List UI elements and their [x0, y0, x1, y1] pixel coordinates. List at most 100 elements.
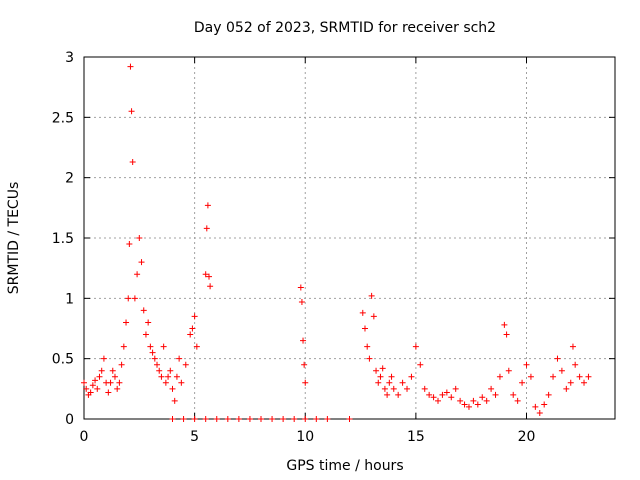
x-axis-label: GPS time / hours	[286, 458, 403, 474]
data-point	[178, 379, 185, 386]
data-point	[503, 331, 510, 338]
data-point	[470, 397, 477, 404]
data-point	[202, 271, 209, 278]
data-point	[189, 325, 196, 332]
y-axis-label: SRMTID / TECUs	[6, 182, 22, 295]
data-point	[377, 373, 384, 380]
data-point	[545, 391, 552, 398]
data-point	[129, 158, 136, 165]
data-point	[558, 367, 565, 374]
data-point	[381, 385, 388, 392]
data-point	[145, 319, 152, 326]
y-tick-label: 1	[65, 291, 74, 307]
data-point	[100, 355, 107, 362]
data-point	[131, 295, 138, 302]
data-point	[297, 284, 304, 291]
data-point	[465, 403, 472, 410]
data-point	[585, 373, 592, 380]
data-point	[81, 379, 87, 386]
data-point	[147, 343, 154, 350]
data-point	[384, 391, 391, 398]
data-point	[89, 382, 96, 389]
data-point	[116, 379, 123, 386]
data-point	[291, 416, 298, 422]
data-point	[426, 391, 433, 398]
data-point	[388, 373, 395, 380]
data-point	[567, 379, 574, 386]
data-point	[536, 409, 543, 416]
chart-title: Day 052 of 2023, SRMTID for receiver sch…	[194, 20, 496, 36]
data-point	[572, 361, 579, 368]
data-point	[399, 379, 406, 386]
data-point	[501, 321, 508, 328]
data-point	[180, 416, 187, 422]
data-point	[173, 373, 180, 380]
data-point	[505, 367, 512, 374]
data-point	[510, 391, 517, 398]
data-point	[126, 241, 133, 248]
data-point	[523, 361, 530, 368]
data-point	[395, 391, 402, 398]
y-tick-label: 2.5	[52, 110, 74, 126]
x-tick-label: 5	[190, 429, 199, 445]
data-point	[109, 367, 116, 374]
data-point	[364, 343, 371, 350]
data-point	[224, 416, 231, 422]
data-point	[457, 397, 464, 404]
data-point	[187, 331, 194, 338]
y-tick-label: 3	[65, 50, 74, 66]
data-point	[156, 367, 163, 374]
y-tick-label: 0	[65, 412, 74, 428]
y-tick-label: 0.5	[52, 352, 74, 368]
data-point	[94, 385, 101, 392]
data-point	[182, 361, 189, 368]
data-point	[492, 391, 499, 398]
data-point	[204, 202, 211, 209]
data-point	[120, 343, 127, 350]
data-point	[171, 397, 178, 404]
data-point	[193, 343, 200, 350]
data-point	[430, 394, 437, 401]
data-point	[373, 367, 380, 374]
x-tick-label: 20	[518, 429, 536, 445]
data-point	[87, 389, 94, 396]
data-point	[563, 385, 570, 392]
data-point	[554, 355, 561, 362]
data-point	[302, 379, 309, 386]
data-point	[151, 355, 158, 362]
data-point	[258, 416, 264, 422]
data-point	[118, 361, 125, 368]
data-point	[202, 416, 209, 422]
data-point	[366, 355, 373, 362]
data-point	[496, 373, 503, 380]
data-point	[128, 108, 135, 115]
data-point	[479, 394, 486, 401]
data-point	[235, 416, 242, 422]
data-point	[105, 389, 112, 396]
data-point	[191, 313, 198, 320]
data-point	[301, 361, 308, 368]
data-point	[169, 385, 176, 392]
data-point	[300, 337, 307, 344]
data-point	[142, 331, 149, 338]
data-point	[375, 379, 382, 386]
data-point	[370, 313, 377, 320]
gridlines	[84, 57, 615, 419]
data-point	[125, 295, 132, 302]
data-point	[114, 385, 121, 392]
data-point	[404, 385, 411, 392]
data-point	[448, 394, 455, 401]
data-point	[213, 416, 220, 422]
data-point	[107, 379, 114, 386]
y-tick-label: 1.5	[52, 231, 74, 247]
data-point	[158, 373, 165, 380]
data-point	[154, 361, 161, 368]
data-point	[439, 391, 446, 398]
data-point	[167, 367, 174, 374]
data-point	[417, 361, 424, 368]
data-point	[576, 373, 583, 380]
data-point	[298, 298, 305, 305]
axis-ticks: 0 0.5 1 1.5 2 2.5 3 0 5 10 15 20	[52, 50, 615, 445]
